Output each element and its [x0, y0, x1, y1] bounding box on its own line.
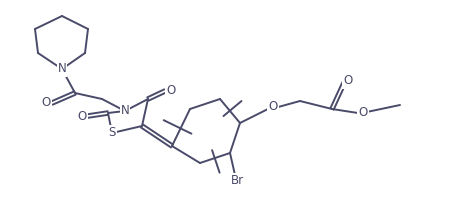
Text: O: O: [343, 74, 353, 88]
Text: O: O: [167, 84, 176, 97]
Text: O: O: [78, 109, 87, 122]
Text: N: N: [120, 105, 129, 118]
Text: O: O: [358, 105, 367, 118]
Text: Br: Br: [230, 175, 244, 187]
Text: O: O: [268, 101, 278, 114]
Text: S: S: [109, 126, 116, 139]
Text: O: O: [41, 97, 50, 109]
Text: N: N: [58, 63, 66, 76]
